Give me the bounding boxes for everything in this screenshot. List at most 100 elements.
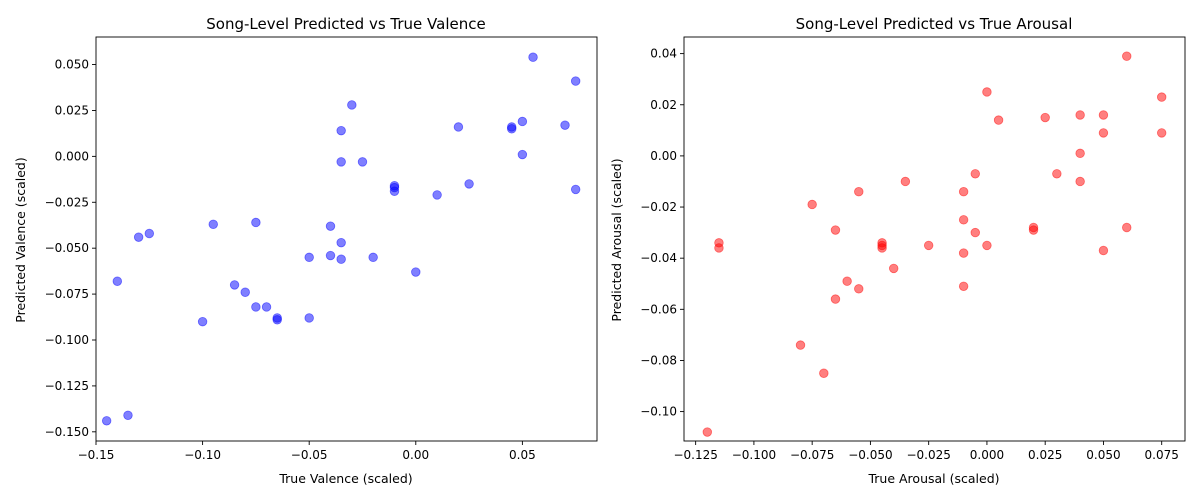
y-tick-label: 0.00 — [650, 149, 677, 163]
data-point — [1122, 222, 1132, 233]
data-point — [240, 287, 250, 297]
data-point — [251, 217, 261, 228]
x-tick-label: 0.075 — [1145, 448, 1179, 462]
data-point — [517, 116, 528, 127]
x-tick-label: −0.100 — [732, 448, 776, 462]
y-tick-label: −0.150 — [45, 425, 89, 439]
data-point — [1122, 51, 1132, 61]
y-tick-label: −0.08 — [640, 353, 677, 367]
data-point — [1156, 92, 1167, 102]
data-point — [1075, 110, 1085, 120]
data-point — [464, 179, 474, 189]
data-point — [1075, 148, 1085, 159]
data-point — [112, 276, 123, 286]
data-point — [325, 250, 336, 261]
x-tick-label: −0.125 — [673, 448, 717, 462]
data-point — [970, 227, 980, 238]
y-tick-label: −0.050 — [45, 241, 89, 255]
data-point — [982, 87, 992, 97]
data-point — [560, 120, 570, 130]
data-point — [958, 186, 969, 197]
data-point — [197, 316, 208, 327]
data-point — [411, 267, 421, 277]
data-point — [229, 280, 240, 290]
x-axis-label: True Arousal (scaled) — [867, 471, 999, 486]
x-tick-label: −0.075 — [790, 448, 834, 462]
data-point — [842, 276, 852, 286]
data-point — [830, 225, 841, 235]
data-point — [889, 263, 899, 274]
valence-scatter-panel: Song-Level Predicted vs True Valence −0.… — [13, 15, 598, 486]
data-point — [517, 149, 528, 160]
data-point — [993, 115, 1004, 125]
data-point — [970, 169, 980, 179]
data-point — [123, 410, 133, 420]
x-tick-label: −0.10 — [184, 448, 221, 462]
data-point — [304, 252, 314, 263]
y-tick-label: 0.050 — [55, 58, 89, 72]
data-point — [958, 215, 969, 225]
data-point — [570, 76, 581, 86]
x-tick-label: −0.15 — [78, 448, 115, 462]
data-point — [251, 302, 261, 312]
x-tick-label: 0.025 — [1028, 448, 1062, 462]
y-tick-label: −0.125 — [45, 379, 89, 393]
data-point — [368, 252, 378, 263]
y-tick-label: 0.000 — [55, 149, 89, 163]
data-point — [432, 190, 442, 200]
data-point — [982, 240, 992, 251]
data-point — [830, 294, 841, 304]
data-point — [453, 122, 464, 132]
y-axis-label: Predicted Arousal (scaled) — [609, 158, 624, 321]
data-point — [854, 284, 864, 294]
arousal-scatter-panel: Song-Level Predicted vs True Arousal −0.… — [609, 15, 1186, 486]
y-tick-label: 0.025 — [55, 103, 89, 117]
x-axis-label: True Valence (scaled) — [278, 471, 412, 486]
y-tick-label: −0.10 — [640, 405, 677, 419]
data-point — [714, 243, 724, 253]
y-tick-label: −0.100 — [45, 333, 89, 347]
data-point — [877, 243, 887, 253]
x-tick-label: −0.050 — [848, 448, 892, 462]
y-tick-label: −0.02 — [640, 200, 677, 214]
data-point — [101, 416, 112, 426]
data-point — [272, 315, 282, 325]
y-tick-label: −0.075 — [45, 287, 89, 301]
data-point — [336, 157, 346, 167]
x-tick-label: 0.05 — [509, 448, 536, 462]
chart-title: Song-Level Predicted vs True Valence — [206, 15, 485, 33]
data-point — [1098, 245, 1109, 256]
data-point — [144, 228, 155, 239]
data-point — [795, 340, 806, 350]
data-point — [357, 157, 368, 167]
y-tick-label: −0.025 — [45, 195, 89, 209]
data-point — [208, 219, 218, 230]
x-tick-label: −0.025 — [906, 448, 950, 462]
data-point — [336, 254, 346, 264]
data-point — [133, 232, 144, 242]
data-point — [347, 100, 357, 110]
data-point — [336, 237, 346, 248]
y-tick-label: 0.02 — [650, 98, 677, 112]
data-point — [1052, 169, 1062, 179]
data-point — [389, 186, 400, 196]
data-point — [570, 184, 581, 195]
data-point — [900, 176, 911, 187]
data-point — [336, 125, 346, 136]
data-point — [261, 302, 272, 312]
data-point — [528, 52, 538, 62]
y-tick-label: 0.04 — [650, 47, 677, 61]
data-point — [1040, 112, 1050, 123]
data-point — [923, 240, 934, 251]
x-tick-label: 0.050 — [1086, 448, 1120, 462]
data-point — [1075, 176, 1085, 187]
data-point — [1098, 110, 1109, 120]
data-point — [304, 313, 314, 323]
axes-frame — [95, 36, 598, 442]
data-point — [807, 199, 817, 210]
data-point — [958, 248, 969, 258]
data-point — [325, 221, 336, 231]
x-tick-label: 0.000 — [970, 448, 1004, 462]
data-point — [1098, 128, 1109, 138]
